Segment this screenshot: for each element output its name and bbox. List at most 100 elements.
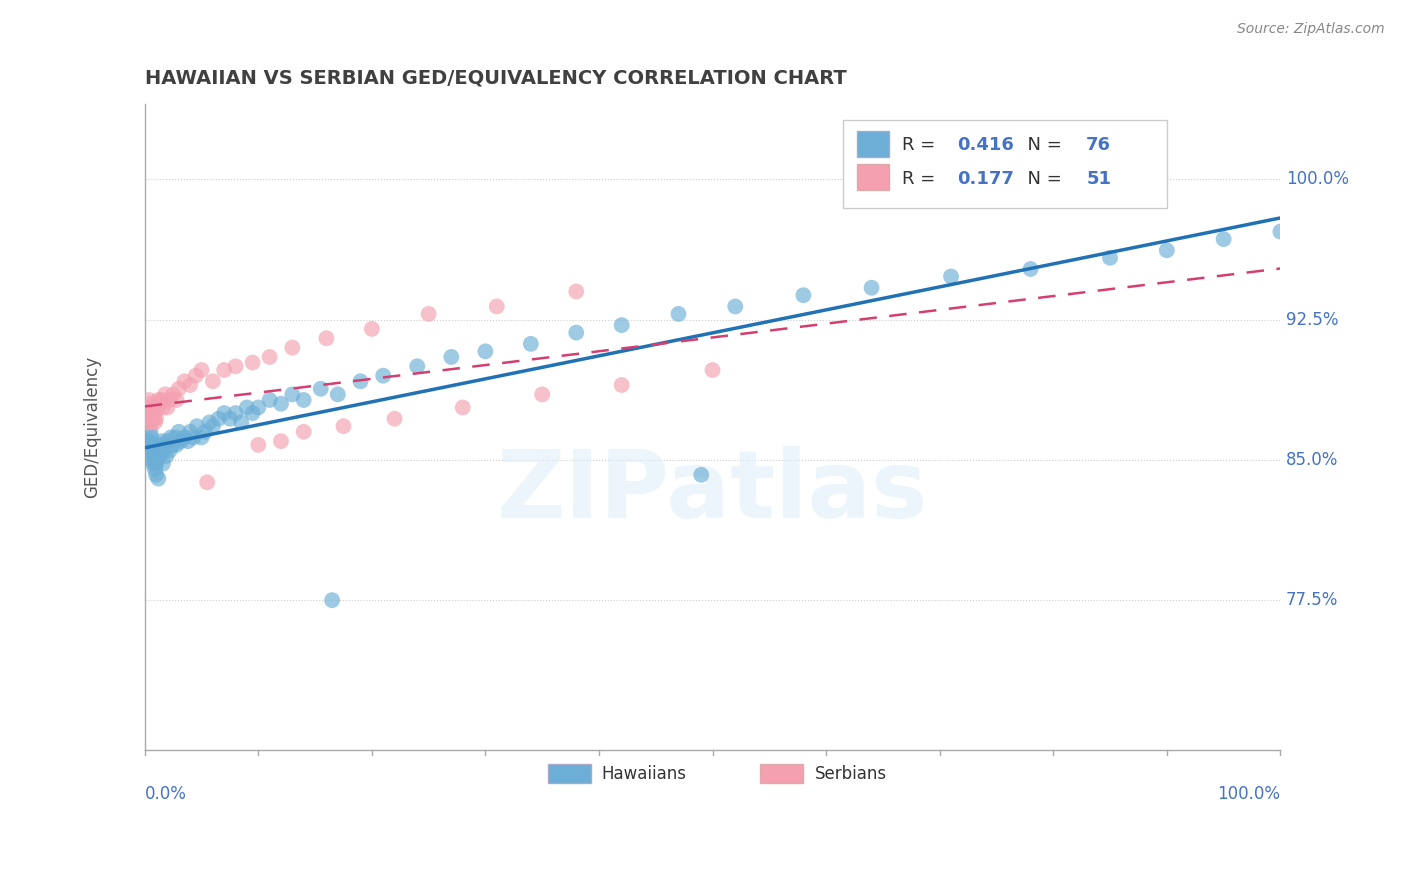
Serbians	[281, 341, 304, 355]
Hawaiians	[148, 472, 170, 486]
Hawaiians	[148, 438, 170, 452]
Hawaiians	[201, 419, 224, 434]
Hawaiians	[406, 359, 429, 374]
Hawaiians	[281, 387, 304, 401]
Serbians	[141, 416, 163, 430]
Hawaiians	[165, 430, 187, 444]
Serbians	[141, 406, 163, 420]
Text: 0.416: 0.416	[956, 136, 1014, 154]
Hawaiians	[177, 434, 200, 449]
Hawaiians	[166, 438, 188, 452]
Serbians	[225, 359, 247, 374]
Text: HAWAIIAN VS SERBIAN GED/EQUIVALENCY CORRELATION CHART: HAWAIIAN VS SERBIAN GED/EQUIVALENCY CORR…	[145, 69, 846, 87]
Hawaiians	[173, 430, 195, 444]
Serbians	[247, 438, 270, 452]
Text: 100.0%: 100.0%	[1286, 170, 1348, 188]
Serbians	[143, 406, 166, 420]
Hawaiians	[148, 443, 170, 458]
Hawaiians	[1098, 251, 1121, 265]
Serbians	[531, 387, 554, 401]
Text: ZIPatlas: ZIPatlas	[496, 446, 928, 538]
Hawaiians	[139, 425, 162, 439]
Serbians	[139, 397, 162, 411]
Serbians	[184, 368, 207, 383]
Serbians	[190, 363, 212, 377]
Hawaiians	[373, 368, 395, 383]
Hawaiians	[219, 411, 242, 425]
Serbians	[332, 419, 354, 434]
Serbians	[384, 411, 406, 425]
Hawaiians	[198, 416, 221, 430]
Hawaiians	[270, 397, 292, 411]
Text: 77.5%: 77.5%	[1286, 591, 1339, 609]
Hawaiians	[145, 457, 167, 471]
Serbians	[259, 350, 281, 364]
Hawaiians	[565, 326, 588, 340]
Serbians	[179, 378, 201, 392]
Hawaiians	[139, 438, 162, 452]
Hawaiians	[146, 453, 169, 467]
Hawaiians	[179, 425, 201, 439]
Serbians	[360, 322, 382, 336]
FancyBboxPatch shape	[844, 120, 1167, 208]
Hawaiians	[474, 344, 496, 359]
Serbians	[242, 355, 264, 369]
Hawaiians	[155, 449, 177, 463]
Text: 92.5%: 92.5%	[1286, 310, 1339, 328]
Serbians	[150, 392, 173, 407]
Serbians	[195, 475, 218, 490]
Serbians	[148, 397, 170, 411]
Serbians	[142, 401, 165, 415]
Hawaiians	[349, 374, 371, 388]
Hawaiians	[860, 281, 883, 295]
Hawaiians	[225, 406, 247, 420]
Text: 76: 76	[1087, 136, 1111, 154]
Hawaiians	[152, 457, 174, 471]
Text: N =: N =	[1015, 169, 1067, 187]
Serbians	[292, 425, 315, 439]
Hawaiians	[150, 434, 173, 449]
Hawaiians	[326, 387, 349, 401]
Hawaiians	[142, 438, 165, 452]
Serbians	[315, 331, 337, 345]
Serbians	[143, 416, 166, 430]
FancyBboxPatch shape	[856, 164, 889, 190]
Hawaiians	[247, 401, 270, 415]
Hawaiians	[149, 443, 172, 458]
Serbians	[153, 387, 176, 401]
Hawaiians	[156, 434, 179, 449]
Serbians	[166, 392, 188, 407]
Hawaiians	[186, 419, 208, 434]
Hawaiians	[194, 425, 217, 439]
Hawaiians	[259, 392, 281, 407]
Hawaiians	[292, 392, 315, 407]
Serbians	[136, 406, 159, 420]
Hawaiians	[138, 443, 160, 458]
Text: 0.0%: 0.0%	[145, 785, 187, 804]
Hawaiians	[141, 430, 163, 444]
FancyBboxPatch shape	[856, 131, 889, 157]
Hawaiians	[148, 449, 170, 463]
Text: R =: R =	[903, 169, 941, 187]
Serbians	[162, 387, 184, 401]
Serbians	[142, 411, 165, 425]
Hawaiians	[1156, 244, 1178, 258]
Hawaiians	[668, 307, 690, 321]
Hawaiians	[1270, 225, 1292, 239]
Hawaiians	[1212, 232, 1234, 246]
Serbians	[146, 401, 169, 415]
Text: Serbians: Serbians	[814, 765, 887, 783]
Serbians	[451, 401, 474, 415]
Text: GED/Equivalency: GED/Equivalency	[83, 356, 101, 498]
Hawaiians	[153, 438, 176, 452]
Serbians	[142, 406, 165, 420]
Serbians	[485, 300, 508, 314]
Text: 85.0%: 85.0%	[1286, 450, 1339, 469]
Hawaiians	[792, 288, 814, 302]
Hawaiians	[242, 406, 264, 420]
Serbians	[148, 392, 170, 407]
Serbians	[152, 401, 174, 415]
Hawaiians	[183, 430, 205, 444]
Serbians	[418, 307, 440, 321]
Serbians	[201, 374, 224, 388]
